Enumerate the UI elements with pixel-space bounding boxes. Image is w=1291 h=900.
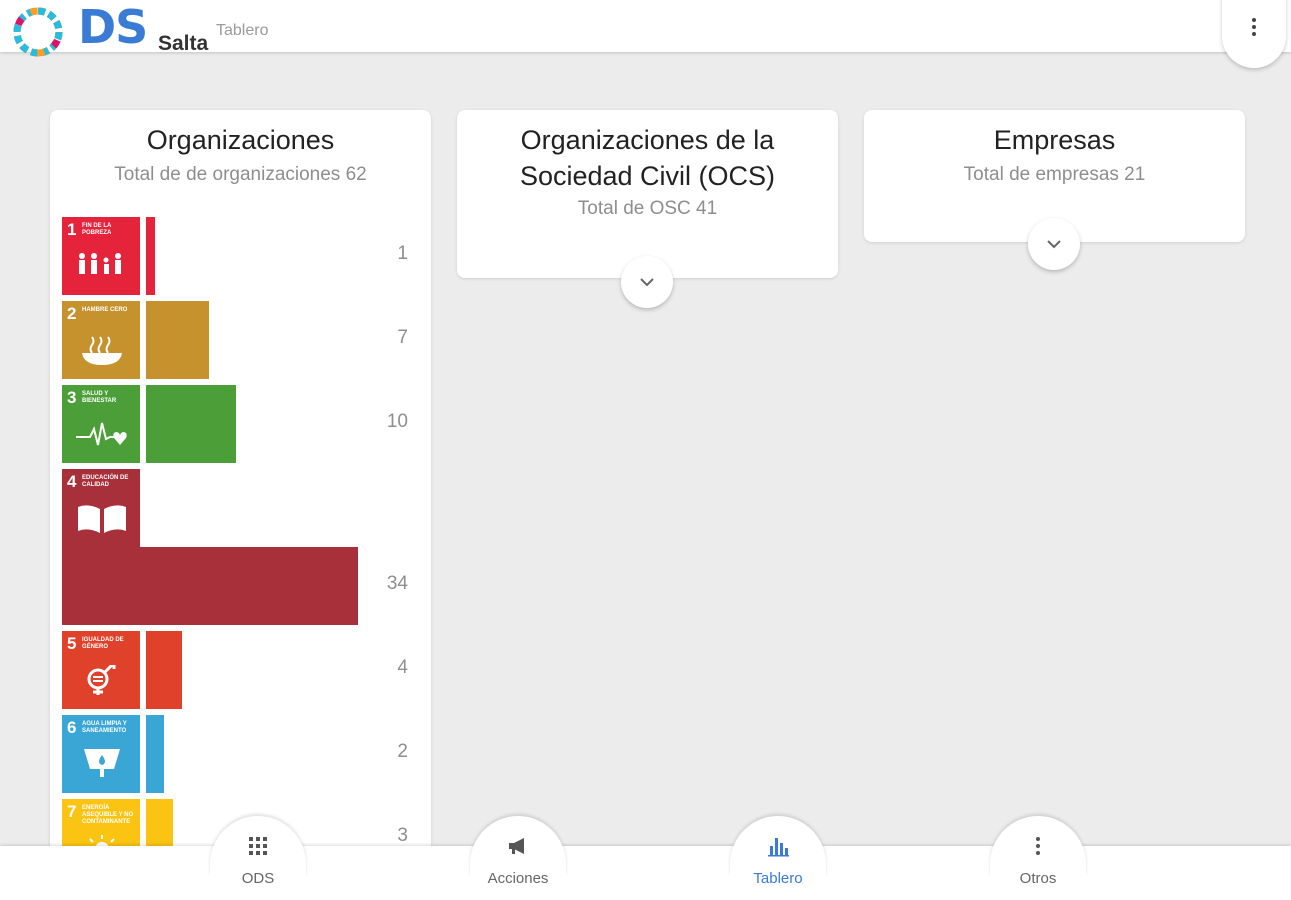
expand-button[interactable] bbox=[621, 256, 673, 308]
chart-bar bbox=[146, 385, 236, 463]
grid-icon bbox=[249, 837, 267, 855]
chart-row: 6 AGUA LIMPIA Y SANEAMIENTO 2 bbox=[62, 715, 422, 793]
chart-row: 2 HAMBRE CERO 7 bbox=[62, 301, 422, 379]
nav-item-acciones[interactable]: Acciones bbox=[470, 816, 566, 900]
sdg-wheel-icon bbox=[13, 7, 63, 57]
chart-value-label: 3 bbox=[397, 825, 408, 846]
sdg-label: ENERGÍA ASEQUIBLE Y NO CONTAMINANTE bbox=[82, 805, 134, 825]
more-vertical-icon bbox=[1036, 837, 1040, 855]
chart-bar bbox=[146, 715, 164, 793]
sdg-2-tile: 2 HAMBRE CERO bbox=[62, 301, 140, 379]
card-title: Organizaciones bbox=[146, 125, 335, 155]
nav-item-ods[interactable]: ODS bbox=[210, 816, 306, 900]
app-bar: DS Salta Tablero bbox=[0, 0, 1291, 68]
sdg-number: 5 bbox=[67, 634, 77, 653]
empresas-card: Empresas Total de empresas 21 bbox=[864, 110, 1245, 270]
nav-item-tablero[interactable]: Tablero bbox=[730, 816, 826, 900]
chart-bar bbox=[146, 301, 209, 379]
card-title-line2: Sociedad Civil (OCS) bbox=[519, 161, 776, 191]
sdg-3-tile: 3 SALUD Y BIENESTAR bbox=[62, 385, 140, 463]
sdg-number: 4 bbox=[67, 472, 77, 491]
sdg-1-tile: 1 FIN DE LA POBREZA bbox=[62, 217, 140, 295]
overflow-menu-button[interactable] bbox=[1222, 0, 1286, 68]
sdg-bar-chart: 1 FIN DE LA POBREZA 1 2 HAMBRE CERO 7 3 SALUD Y… bbox=[50, 217, 431, 857]
sdg-label: AGUA LIMPIA Y SANEAMIENTO bbox=[82, 721, 127, 734]
chart-row: 5 IGUALDAD DE GÉNERO 4 bbox=[62, 631, 422, 709]
chart-value-label: 10 bbox=[386, 411, 408, 432]
organizaciones-card: Organizaciones Total de de organizacione… bbox=[50, 110, 431, 870]
nav-label: Tablero bbox=[753, 870, 803, 887]
chart-bar bbox=[146, 631, 182, 709]
sdg-label: HAMBRE CERO bbox=[82, 307, 128, 313]
bar-chart-icon bbox=[768, 838, 789, 857]
chart-value-label: 7 bbox=[397, 327, 408, 348]
nav-label: Otros bbox=[1019, 870, 1057, 887]
chart-value-label: 1 bbox=[397, 243, 408, 264]
sdg-number: 3 bbox=[67, 388, 77, 407]
chart-row: 4 EDUCACIÓN DE CALIDAD 34 bbox=[62, 469, 422, 625]
sdg-label: SALUD Y BIENESTAR bbox=[82, 391, 117, 404]
nav-label: Acciones bbox=[487, 870, 549, 887]
more-vertical-icon bbox=[1252, 18, 1256, 39]
logo-text: DS bbox=[78, 0, 148, 54]
sdg-5-tile: 5 IGUALDAD DE GÉNERO bbox=[62, 631, 140, 709]
nav-item-otros[interactable]: Otros bbox=[990, 816, 1086, 900]
chart-row: 3 SALUD Y BIENESTAR 10 bbox=[62, 385, 422, 463]
ods-salta-logo: DS Salta bbox=[8, 0, 218, 64]
bottom-navigation: ODS Acciones Tablero Otros bbox=[0, 816, 1291, 900]
chart-bar bbox=[62, 547, 358, 625]
chart-value-label: 4 bbox=[397, 657, 408, 678]
sdg-label: EDUCACIÓN DE CALIDAD bbox=[82, 475, 129, 488]
expand-button[interactable] bbox=[1028, 218, 1080, 270]
sdg-6-tile: 6 AGUA LIMPIA Y SANEAMIENTO bbox=[62, 715, 140, 793]
chevron-down-icon bbox=[640, 278, 654, 287]
sdg-label: IGUALDAD DE GÉNERO bbox=[82, 637, 124, 650]
chart-value-label: 34 bbox=[386, 573, 408, 594]
chevron-down-icon bbox=[1047, 240, 1061, 249]
card-subtitle: Total de empresas 21 bbox=[963, 164, 1146, 185]
sdg-4-tile: 4 EDUCACIÓN DE CALIDAD bbox=[62, 469, 140, 547]
chart-row: 1 FIN DE LA POBREZA 1 bbox=[62, 217, 422, 295]
logo-subtext: Salta bbox=[158, 32, 209, 55]
card-subtitle: Total de OSC 41 bbox=[577, 198, 718, 219]
chart-value-label: 2 bbox=[397, 741, 408, 762]
nav-label: ODS bbox=[241, 870, 275, 887]
sdg-number: 7 bbox=[67, 802, 77, 821]
megaphone-icon bbox=[509, 838, 524, 854]
osc-card: Organizaciones de la Sociedad Civil (OCS… bbox=[457, 110, 838, 308]
chart-bar bbox=[146, 217, 155, 295]
card-title-line1: Organizaciones de la bbox=[520, 125, 775, 155]
sdg-label: FIN DE LA POBREZA bbox=[82, 223, 112, 236]
card-title: Empresas bbox=[993, 125, 1116, 155]
card-subtitle: Total de de organizaciones 62 bbox=[114, 164, 367, 185]
sdg-number: 2 bbox=[67, 304, 77, 323]
sdg-number: 6 bbox=[67, 718, 77, 737]
sdg-number: 1 bbox=[67, 220, 77, 239]
page-title: Tablero bbox=[216, 22, 269, 39]
